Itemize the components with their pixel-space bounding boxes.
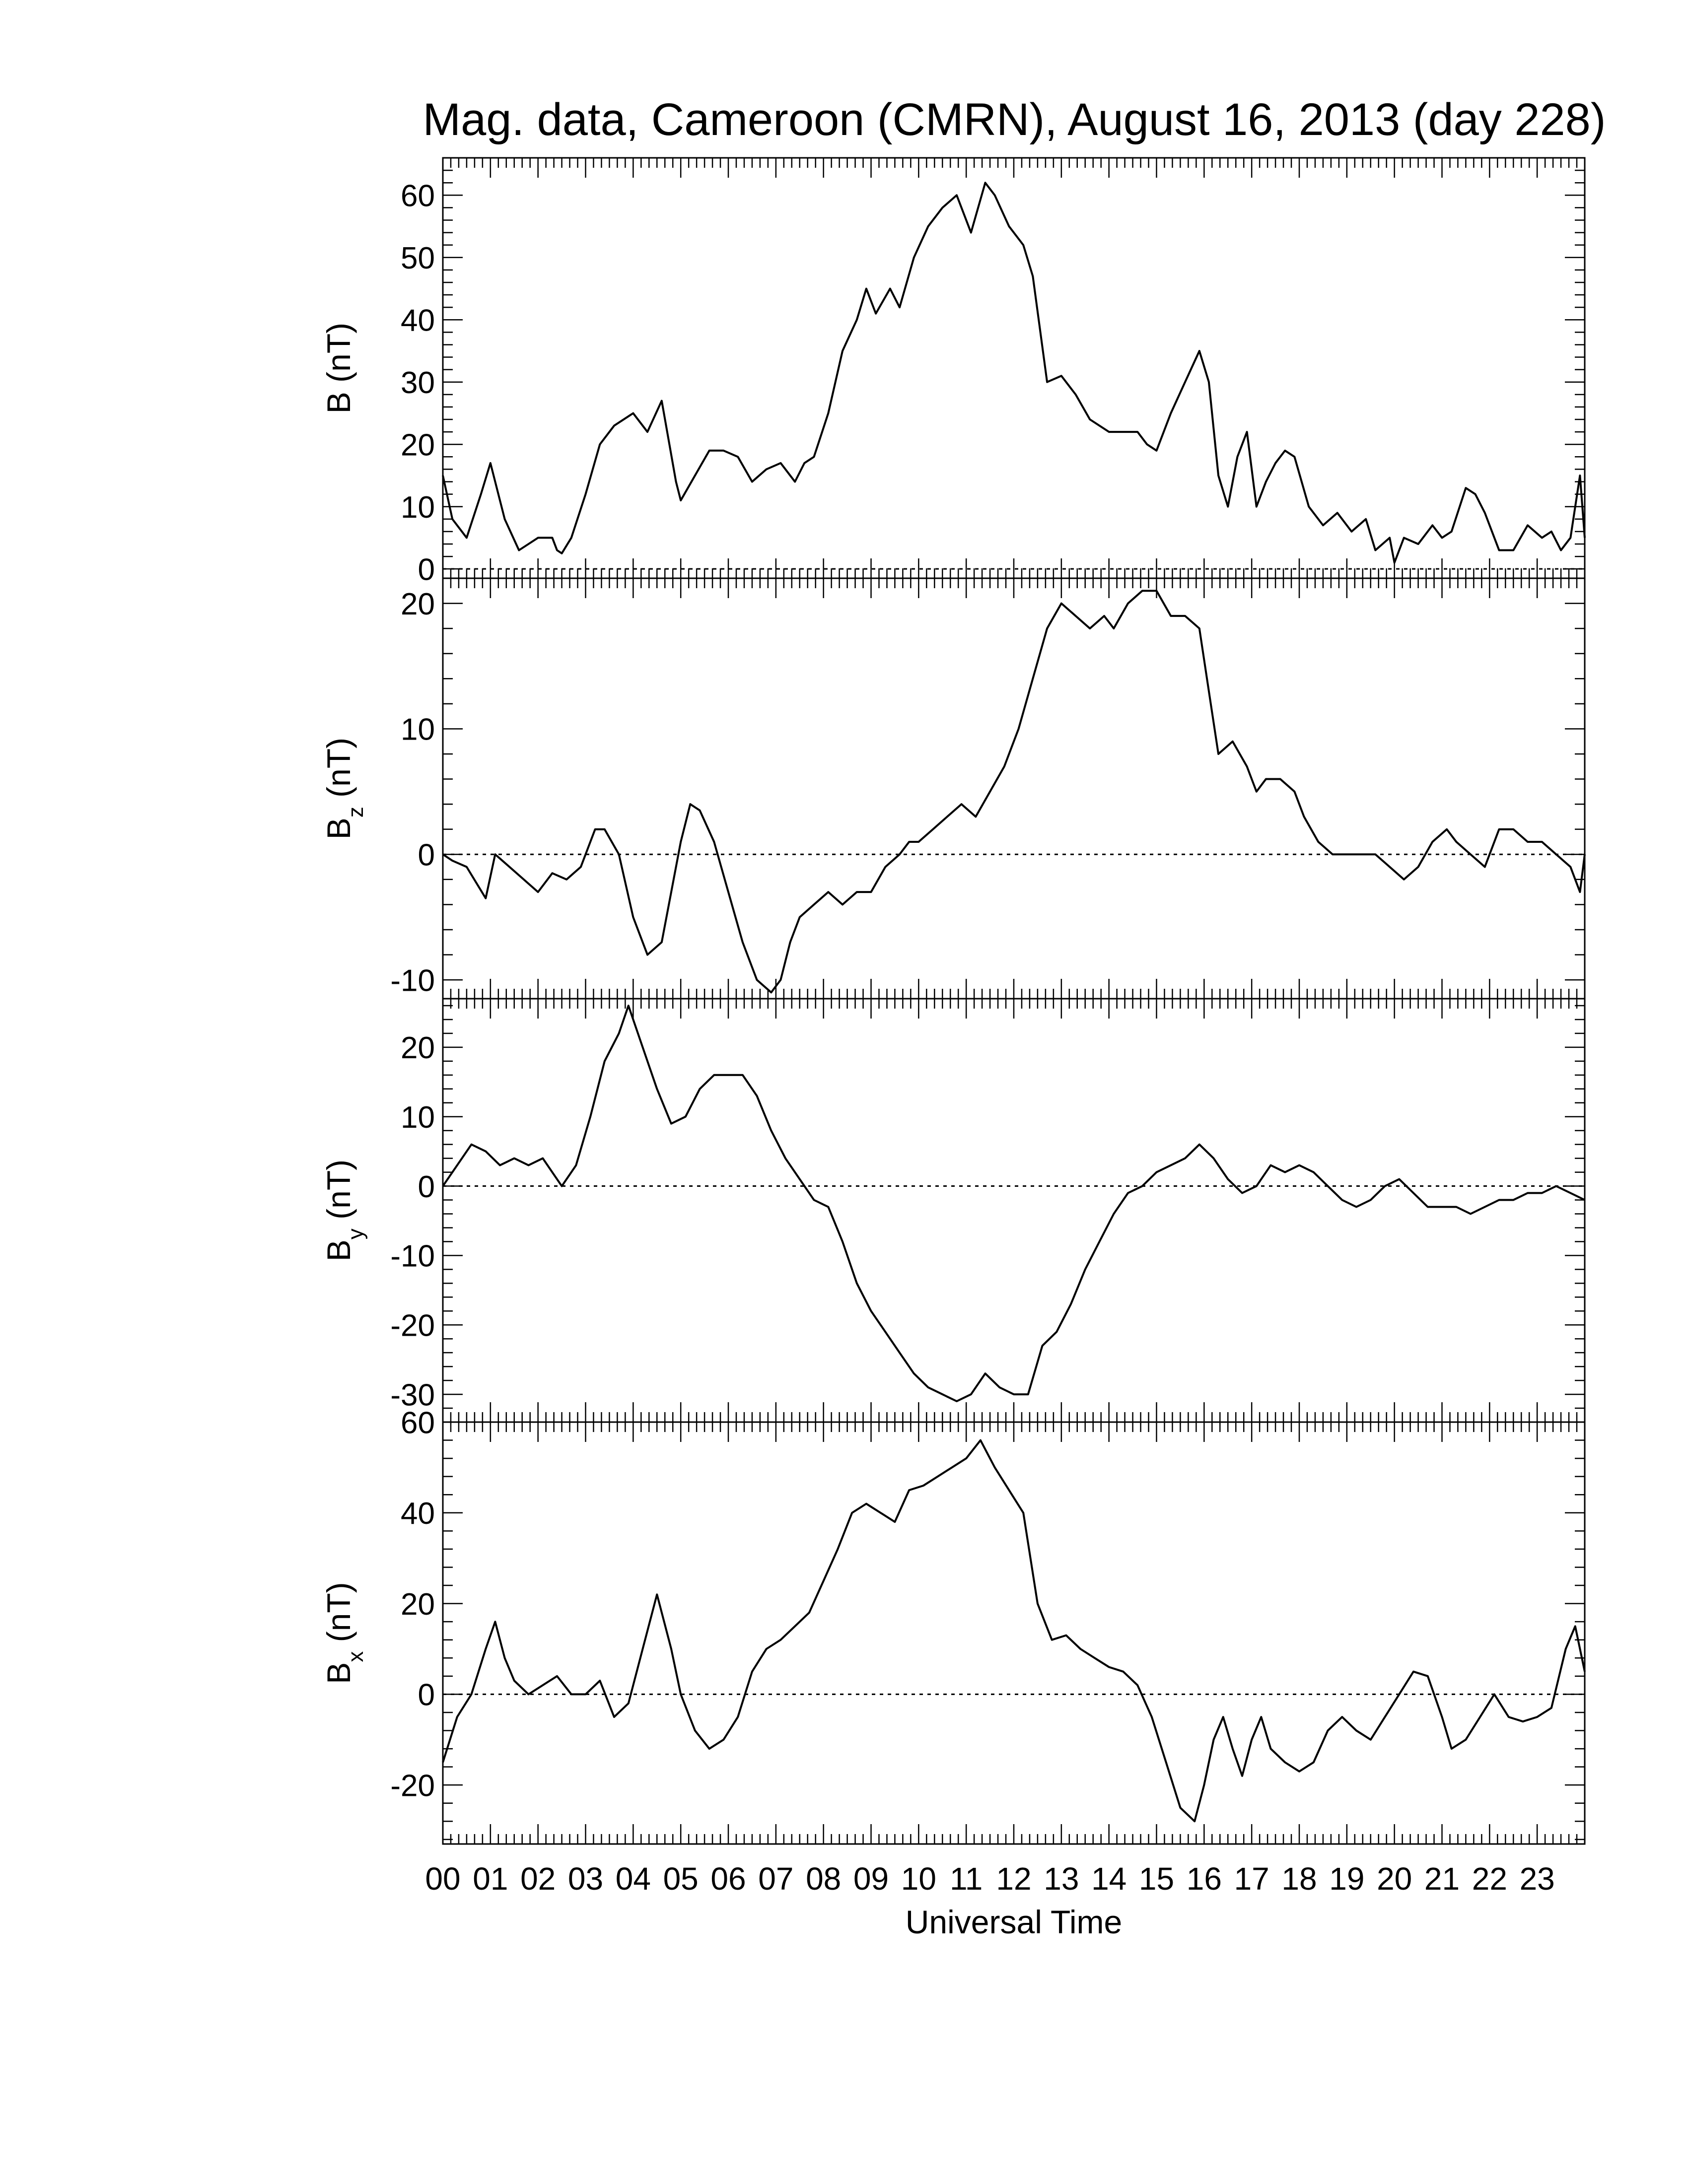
y-tick-label: -10 [390, 963, 435, 998]
y-tick-label: 0 [418, 1170, 435, 1204]
panel-frame [442, 998, 1586, 1423]
panel-frame [442, 157, 1586, 579]
x-tick-label: 07 [758, 1861, 793, 1897]
x-tick-label: 19 [1329, 1861, 1364, 1897]
y-tick-label: -30 [390, 1378, 435, 1412]
x-tick-label: 18 [1281, 1861, 1317, 1897]
x-tick-label: 09 [853, 1861, 889, 1897]
x-tick-label: 04 [616, 1861, 651, 1897]
y-tick-label: -10 [390, 1239, 435, 1274]
x-tick-labels: 00 01 02 03 04 05 06 07 08 09 10 11 12 13 14 15 16 17 18 19… [425, 1861, 1554, 1897]
x-ticks [442, 999, 1586, 1422]
x-tick-label: 10 [901, 1861, 936, 1897]
x-tick-label: 14 [1091, 1861, 1126, 1897]
y-tick-label: 20 [401, 428, 435, 463]
x-tick-label: 17 [1234, 1861, 1269, 1897]
x-tick-label: 08 [806, 1861, 841, 1897]
y-ticks [443, 577, 1585, 981]
y-tick-label: 10 [401, 1100, 435, 1135]
y-axis-label: B (nT) [320, 323, 357, 413]
y-ticks [443, 1005, 1585, 1423]
x-tick-label: 01 [473, 1861, 508, 1897]
y-tick-label: 60 [401, 1406, 435, 1440]
x-tick-label: 13 [1044, 1861, 1079, 1897]
y-label-subscript: z [344, 807, 368, 818]
y-label-unit: (nT) [320, 323, 357, 392]
x-tick-label: 02 [520, 1861, 556, 1897]
panel-4: -20 0 20 40 60 Bx (nT) [320, 1406, 1586, 1845]
y-label-unit: (nT) [320, 738, 357, 807]
data-series-line [442, 1439, 1586, 1823]
y-ticks [443, 1421, 1585, 1841]
y-label-unit: (nT) [320, 1160, 357, 1228]
x-ticks [442, 158, 1586, 578]
y-label-subscript: y [344, 1228, 368, 1239]
y-tick-label: 40 [401, 304, 435, 338]
y-axis-label: Bz (nT) [320, 738, 368, 839]
y-tick-label: 0 [418, 552, 435, 587]
data-series-line [442, 1005, 1585, 1402]
y-axis-label: Bx (nT) [320, 1582, 368, 1684]
x-ticks [442, 578, 1586, 999]
y-tick-label: 0 [418, 838, 435, 873]
x-tick-label: 23 [1520, 1861, 1555, 1897]
x-tick-label: 05 [663, 1861, 699, 1897]
y-ticks [443, 157, 1585, 570]
x-axis-label: Universal Time [906, 1904, 1122, 1940]
y-label-symbol: B [320, 1662, 357, 1684]
panel-frame [442, 577, 1586, 1000]
chart-title: Mag. data, Cameroon (CMRN), August 16, 2… [423, 94, 1606, 145]
y-tick-label: 0 [418, 1678, 435, 1712]
y-label-symbol: B [320, 392, 357, 413]
y-tick-label: 50 [401, 241, 435, 275]
x-tick-label: 06 [710, 1861, 746, 1897]
x-tick-label: 03 [568, 1861, 603, 1897]
y-tick-label: 30 [401, 366, 435, 400]
panel-1: 0 10 20 30 40 50 60 B (nT) [320, 157, 1586, 587]
y-tick-label: 60 [401, 179, 435, 213]
y-label-symbol: B [320, 1239, 357, 1261]
panel-2: -10 0 10 20 Bz (nT) [320, 577, 1586, 1000]
y-tick-label: -20 [390, 1769, 435, 1803]
y-label-unit: (nT) [320, 1582, 357, 1651]
x-tick-label: 22 [1472, 1861, 1507, 1897]
panel-frame [442, 1421, 1586, 1845]
y-tick-label: 10 [401, 490, 435, 525]
y-label-symbol: B [320, 818, 357, 839]
x-tick-label: 15 [1139, 1861, 1174, 1897]
y-tick-label: 40 [401, 1497, 435, 1531]
y-label-subscript: x [344, 1651, 368, 1662]
y-tick-label: 20 [401, 1587, 435, 1622]
y-tick-label: 10 [401, 713, 435, 747]
data-series-line [442, 182, 1586, 564]
y-tick-label: 20 [401, 587, 435, 621]
x-tick-label: 11 [950, 1861, 983, 1897]
x-ticks [442, 1422, 1586, 1844]
x-tick-label: 00 [425, 1861, 460, 1897]
y-tick-label: -20 [390, 1309, 435, 1343]
x-tick-label: 20 [1377, 1861, 1412, 1897]
panel-3: -30 -20 -10 0 10 20 By (nT) [320, 998, 1586, 1423]
x-tick-label: 21 [1424, 1861, 1460, 1897]
x-tick-label: 16 [1187, 1861, 1222, 1897]
y-tick-label: 20 [401, 1031, 435, 1065]
data-series-line [442, 590, 1586, 994]
y-axis-label: By (nT) [320, 1160, 368, 1261]
x-tick-label: 12 [996, 1861, 1031, 1897]
